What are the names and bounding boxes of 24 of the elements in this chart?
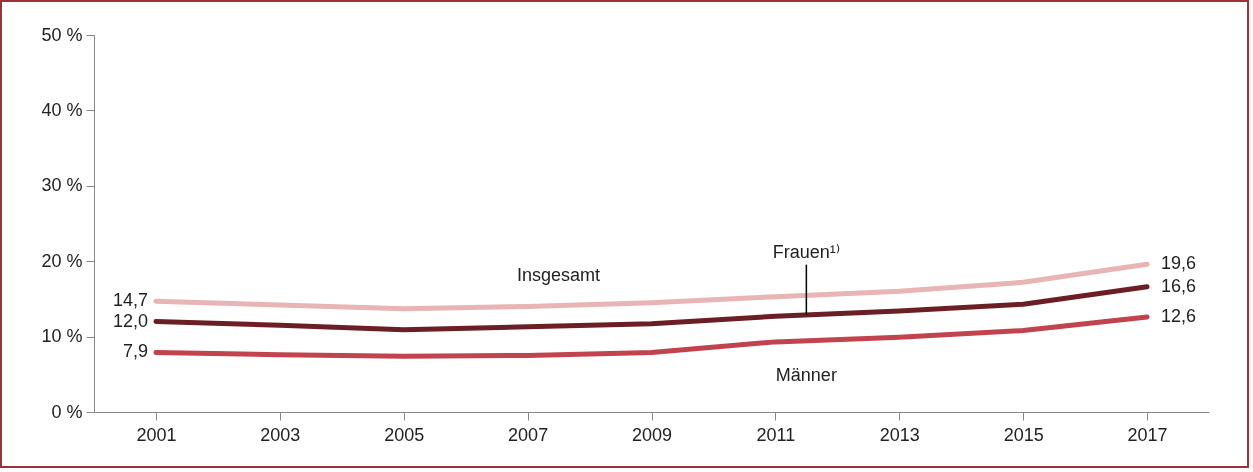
data-label: 19,6	[1161, 253, 1197, 274]
data-label: 16,6	[1161, 275, 1197, 296]
x-tick-label: 2011	[756, 424, 796, 445]
y-tick-label: 40 %	[41, 99, 83, 120]
y-tick-label: 30 %	[41, 175, 83, 196]
data-label: 12,6	[1161, 306, 1197, 326]
series-label: Männer	[775, 364, 837, 385]
x-tick-label: 2005	[384, 424, 425, 445]
x-tick-label: 2015	[1003, 424, 1044, 445]
y-tick-label: 20 %	[41, 250, 83, 271]
data-label: 14,7	[112, 290, 148, 311]
x-tick-label: 2013	[879, 424, 920, 445]
data-label: 12,0	[112, 310, 148, 331]
y-tick-label: 50 %	[41, 24, 83, 45]
x-tick-label: 2009	[631, 424, 673, 445]
x-tick-label: 2003	[260, 424, 301, 445]
y-tick-label: 0 %	[51, 401, 83, 422]
data-label: 7,9	[122, 341, 148, 362]
x-tick-label: 2017	[1127, 424, 1168, 445]
x-tick-label: 2001	[136, 424, 177, 445]
y-tick-label: 10 %	[41, 326, 83, 347]
text: Frauen¹⁾	[772, 241, 841, 262]
x-tick-label: 2007	[508, 424, 549, 445]
series-label: Insgesamt	[517, 265, 601, 286]
